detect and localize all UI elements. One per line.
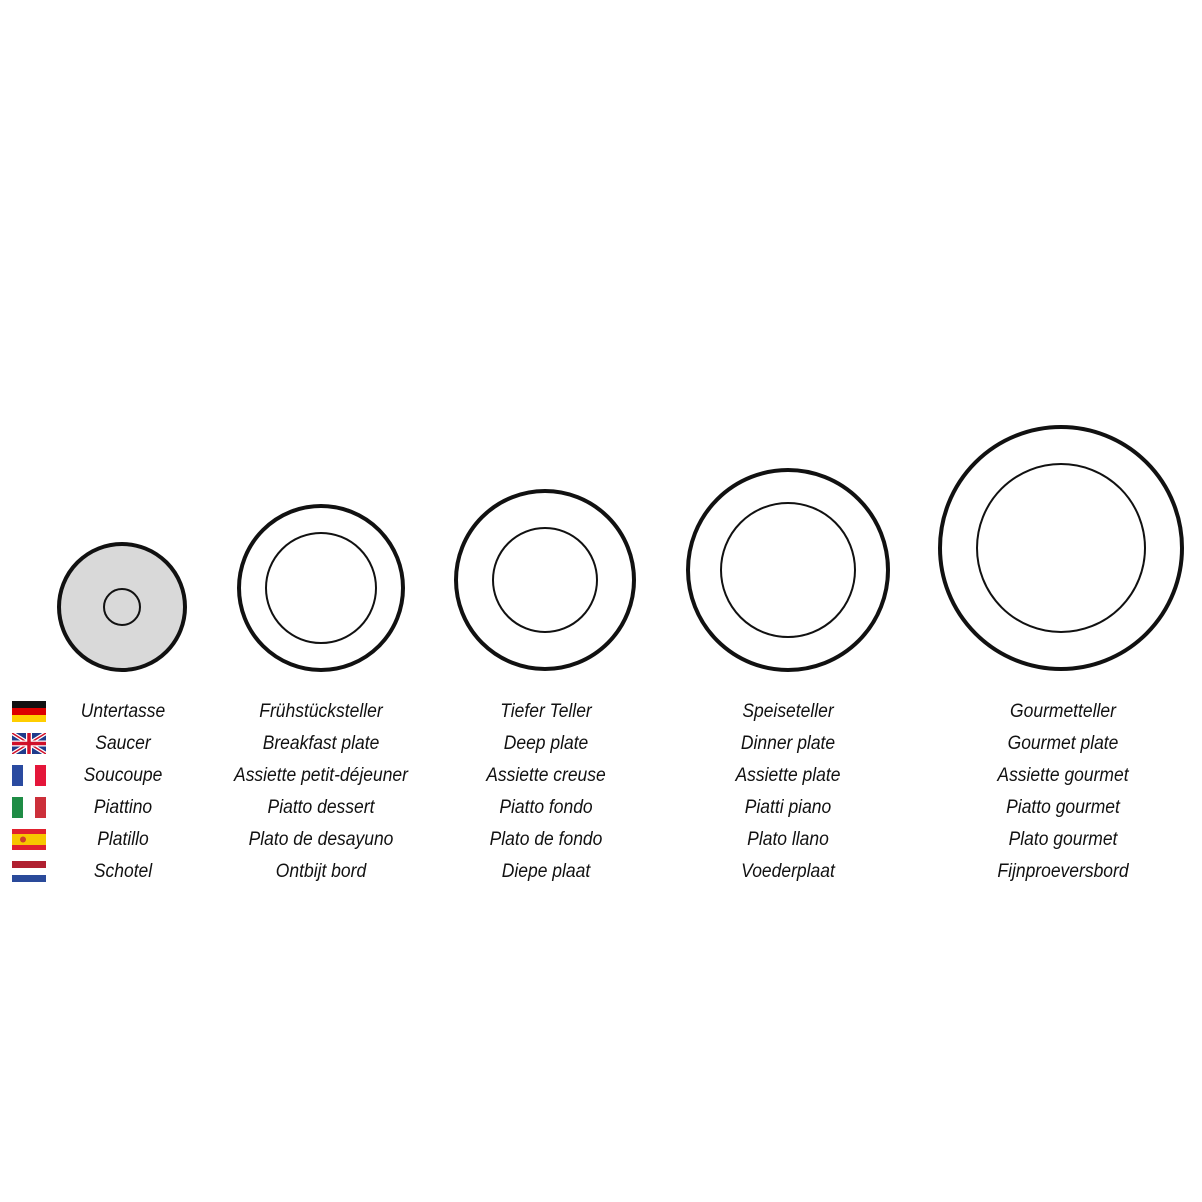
saucer-label-fr: Soucoupe [83, 765, 163, 786]
spain-flag-icon [12, 829, 46, 850]
gourmet-plate-inner-well [976, 463, 1146, 633]
dinner-plate-label-it: Piatti piano [744, 797, 832, 818]
saucer-outer-rim [57, 542, 187, 672]
deep-plate-label-en: Deep plate [503, 733, 589, 754]
breakfast-plate-label-de: Frühstücksteller [259, 701, 383, 722]
breakfast-plate-label-es: Plato de desayuno [248, 829, 394, 850]
breakfast-plate-inner-well [265, 532, 377, 644]
dinner-plate-label-es: Plato llano [747, 829, 829, 850]
gourmet-plate-label-fr: Assiette gourmet [997, 765, 1129, 786]
breakfast-plate-label-nl: Ontbijt bord [275, 861, 367, 882]
gourmet-plate-label-nl: Fijnproeversbord [997, 861, 1129, 882]
breakfast-plate-label-en: Breakfast plate [262, 733, 380, 754]
saucer-inner-well [103, 588, 141, 626]
deep-plate-label-fr: Assiette creuse [486, 765, 606, 786]
dinner-plate-label-en: Dinner plate [740, 733, 836, 754]
gourmet-plate-label-es: Plato gourmet [1008, 829, 1118, 850]
deep-plate-inner-well [492, 527, 598, 633]
breakfast-plate-label-fr: Assiette petit-déjeuner [234, 765, 408, 786]
saucer-label-it: Piattino [93, 797, 153, 818]
plate-deep-plate [454, 489, 636, 671]
plate-breakfast-plate [237, 504, 405, 672]
breakfast-plate-label-it: Piatto dessert [267, 797, 375, 818]
netherlands-flag-icon [12, 861, 46, 882]
uk-flag-icon [12, 733, 46, 754]
saucer-label-en: Saucer [95, 733, 151, 754]
deep-plate-label-es: Plato de fondo [489, 829, 603, 850]
italy-flag-icon [12, 797, 46, 818]
dinner-plate-label-fr: Assiette plate [735, 765, 841, 786]
deep-plate-outer-rim [454, 489, 636, 671]
france-flag-icon [12, 765, 46, 786]
saucer-label-nl: Schotel [93, 861, 153, 882]
gourmet-plate-label-it: Piatto gourmet [1006, 797, 1120, 818]
dinner-plate-outer-rim [686, 468, 890, 672]
plate-gourmet-plate [938, 425, 1184, 671]
saucer-label-es: Platillo [97, 829, 149, 850]
dinner-plate-inner-well [720, 502, 856, 638]
gourmet-plate-outer-rim [938, 425, 1184, 671]
gourmet-plate-label-de: Gourmetteller [1010, 701, 1116, 722]
deep-plate-label-nl: Diepe plaat [501, 861, 591, 882]
dinner-plate-label-nl: Voederplaat [741, 861, 835, 882]
deep-plate-label-it: Piatto fondo [499, 797, 593, 818]
plate-saucer [57, 542, 187, 672]
saucer-label-de: Untertasse [80, 701, 166, 722]
germany-flag-icon [12, 701, 46, 722]
deep-plate-label-de: Tiefer Teller [500, 701, 592, 722]
plate-dinner-plate [686, 468, 890, 672]
gourmet-plate-label-en: Gourmet plate [1007, 733, 1119, 754]
dinner-plate-label-de: Speiseteller [742, 701, 834, 722]
breakfast-plate-outer-rim [237, 504, 405, 672]
